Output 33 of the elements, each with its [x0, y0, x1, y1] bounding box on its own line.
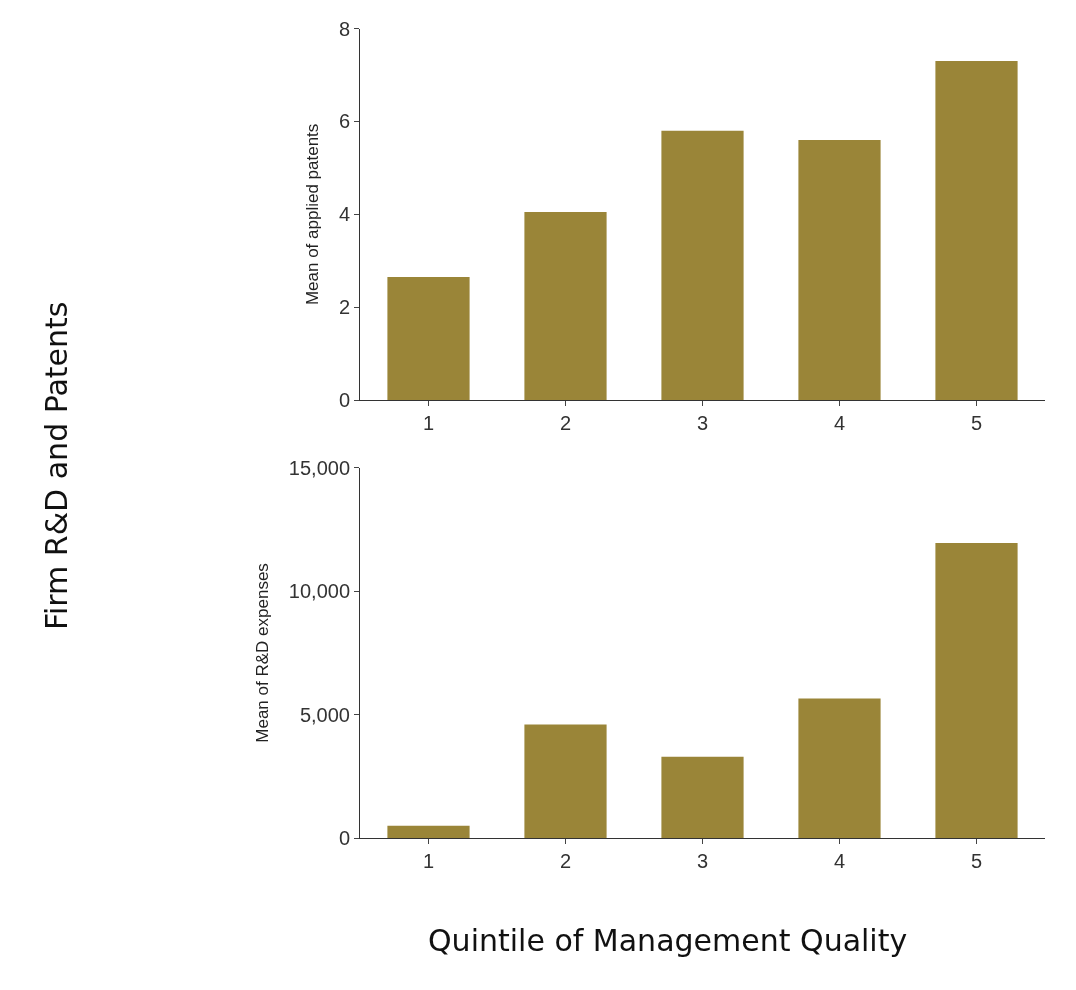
y-axis-title: Mean of applied patents — [303, 123, 323, 306]
bar — [798, 140, 881, 401]
y-tick-label: 8 — [338, 17, 350, 40]
x-tick-label: 2 — [559, 412, 572, 435]
bar — [387, 277, 470, 401]
y-tick-label: 5,000 — [299, 703, 350, 726]
bar — [524, 724, 607, 839]
bar — [387, 825, 470, 839]
y-tick-label: 0 — [338, 827, 350, 850]
x-tick-label: 4 — [833, 412, 846, 435]
y-tick-label: 6 — [338, 110, 350, 133]
bar — [798, 698, 881, 839]
y-tick-label: 10,000 — [288, 580, 350, 603]
x-tick-label: 4 — [833, 850, 846, 873]
y-axis-title: Mean of R&D expenses — [253, 563, 273, 743]
text: Firm R&D and Patents — [39, 301, 75, 631]
y-tick-label: 2 — [338, 296, 350, 319]
x-tick-label: 3 — [696, 412, 709, 435]
x-tick-label: 2 — [559, 850, 572, 873]
x-tick-label: 5 — [970, 850, 983, 873]
bar — [524, 212, 607, 401]
x-tick-label: 1 — [422, 412, 435, 435]
bar — [661, 130, 744, 401]
x-tick-label: 1 — [422, 850, 435, 873]
bar — [935, 542, 1018, 839]
x-axis-title: Quintile of Management Quality — [428, 923, 908, 958]
y-tick-label: 4 — [338, 203, 350, 226]
x-tick-label: 3 — [696, 850, 709, 873]
x-tick-label: 5 — [970, 412, 983, 435]
y-tick-label: 0 — [338, 389, 350, 412]
bar — [661, 756, 744, 839]
y-tick-label: 15,000 — [288, 456, 350, 479]
bar — [935, 61, 1018, 401]
